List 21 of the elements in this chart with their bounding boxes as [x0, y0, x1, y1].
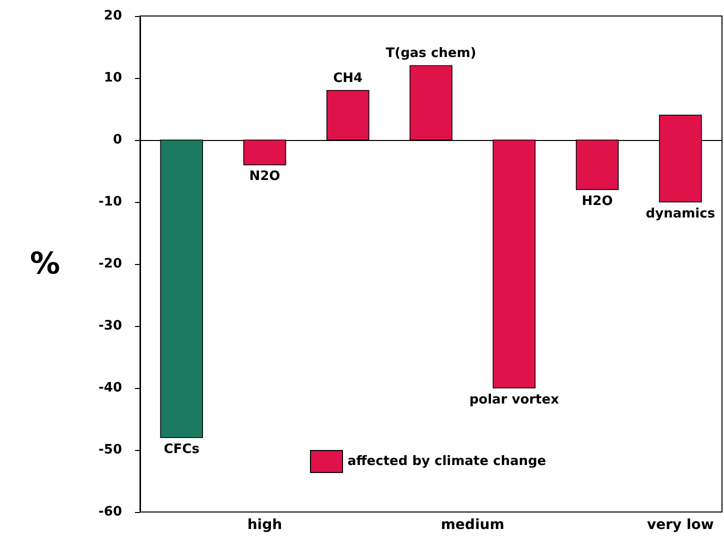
y-tick-label: 20 — [104, 8, 122, 24]
y-axis-title: % — [30, 246, 60, 282]
x-tick-label: CH4 — [333, 71, 363, 86]
x-tick-label: polar vortex — [469, 392, 560, 408]
text: medium — [440, 517, 504, 533]
y-tick-label: -50 — [98, 442, 122, 458]
y-tick-label: 0 — [112, 132, 122, 148]
x-tick-label: H2O — [582, 194, 613, 209]
text: high — [247, 517, 282, 533]
x-tick-label: T(gas chem) — [386, 46, 476, 62]
x-tick-label: N2O — [249, 169, 280, 184]
x-tick-label: dynamics — [646, 206, 716, 222]
y-tick-label: -10 — [98, 194, 122, 210]
y-tick-label: 10 — [104, 70, 122, 86]
text: very low — [646, 517, 714, 533]
y-tick-label: -30 — [98, 318, 122, 334]
y-tick-label: -20 — [98, 256, 122, 272]
legend-label: affected by climate change — [348, 454, 546, 469]
x-tick-label: CFCs — [164, 442, 200, 457]
y-tick-label: -60 — [98, 504, 122, 520]
y-tick-label: -40 — [98, 380, 122, 396]
